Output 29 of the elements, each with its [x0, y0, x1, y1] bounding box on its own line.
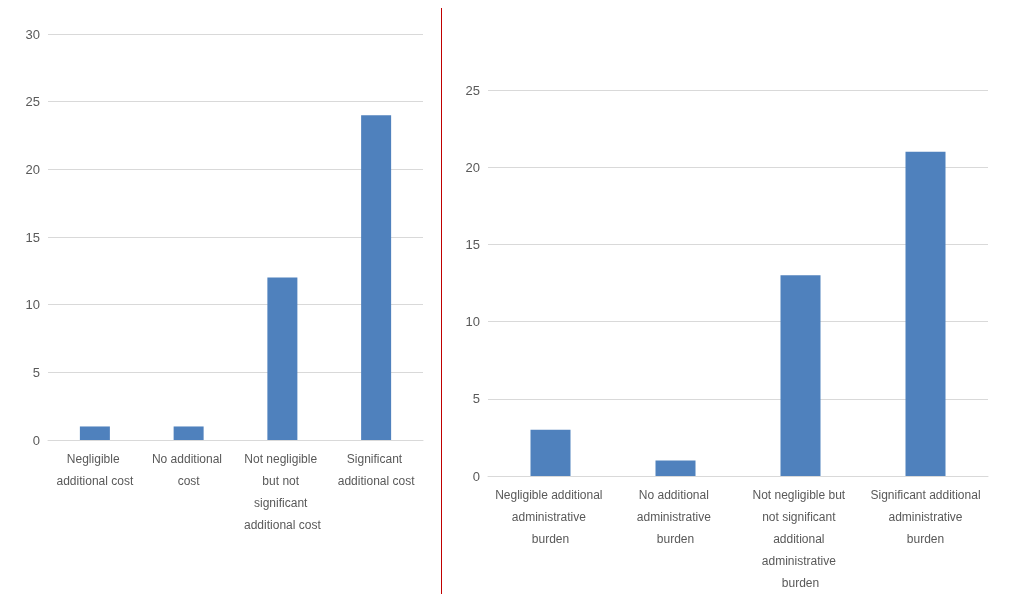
y-tick-label: 5	[472, 391, 480, 407]
y-tick-label: 25	[25, 94, 40, 110]
y-tick-label: 10	[465, 314, 480, 330]
y-tick-label: 15	[465, 236, 480, 252]
bar	[361, 115, 392, 440]
bar	[655, 460, 696, 476]
x-tick-label: Significant additional cost	[337, 452, 416, 488]
x-tick-label: No additional cost	[151, 452, 226, 488]
x-tick-label: Not negligible but not significant additional cost	[244, 452, 322, 532]
y-tick-label: 0	[472, 468, 480, 484]
y-tick-label: 10	[25, 297, 40, 313]
x-tick-label: Negligible additional administrative burden	[495, 488, 606, 546]
y-tick-label: 15	[25, 229, 40, 245]
bar	[905, 151, 946, 476]
x-tick-label: Significant additional administrative burden	[870, 488, 981, 546]
y-tick-label: 0	[32, 432, 40, 448]
bar	[780, 275, 821, 476]
bar	[79, 426, 110, 440]
x-tick-label: Not negligible but not significant additional administrative burden	[752, 488, 849, 590]
bar	[267, 277, 298, 440]
x-tick-label: No additional administrative burden	[636, 488, 715, 546]
y-tick-label: 30	[25, 26, 40, 42]
bar	[173, 426, 204, 440]
y-tick-label: 20	[25, 161, 40, 177]
y-tick-label: 5	[32, 364, 40, 380]
y-tick-label: 20	[465, 159, 480, 175]
bar	[530, 429, 571, 476]
x-tick-label: Negligible additional cost	[56, 452, 134, 488]
y-tick-label: 25	[465, 82, 480, 98]
